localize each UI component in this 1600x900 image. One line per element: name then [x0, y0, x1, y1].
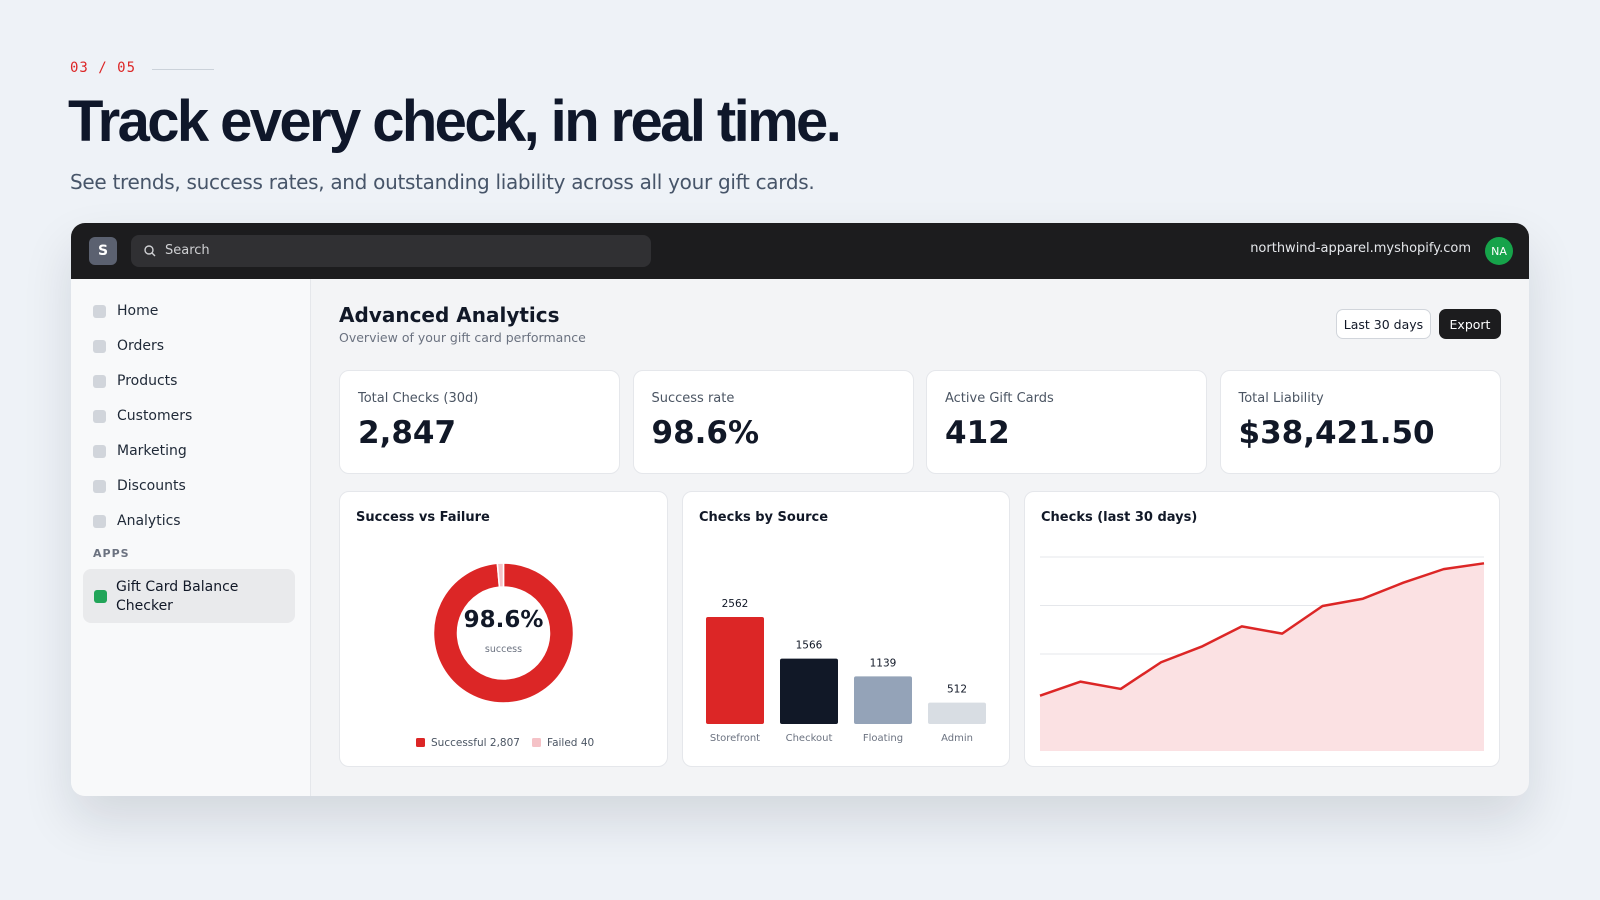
stat-label: Success rate	[651, 391, 735, 406]
bar-value-label: 1566	[796, 640, 823, 652]
nav-item[interactable]: Marketing	[93, 443, 187, 459]
chart-card: 2562 Storefront 1566 Checkout 1139 Floating 51…	[682, 491, 1010, 767]
area-fill	[1040, 563, 1484, 751]
nav-label: Products	[117, 373, 178, 389]
legend-label: Successful 2,807	[431, 737, 520, 749]
nav-item[interactable]: Products	[93, 373, 177, 389]
chart-card: Checks (last 30 days)	[1024, 491, 1500, 767]
nav-item[interactable]: Orders	[93, 338, 164, 354]
donut-slice	[496, 562, 505, 588]
x-tick-label: Checkout	[786, 733, 833, 744]
bar	[706, 617, 764, 724]
app-item[interactable]: Gift Card Balance Checker	[83, 569, 295, 623]
kicker: 03 / 05	[70, 60, 137, 76]
legend-value: 2,807	[490, 737, 520, 749]
chart	[1039, 556, 1485, 751]
bar	[854, 676, 912, 724]
x-tick-label: Admin	[941, 733, 973, 744]
stat-card: Success rate 98.6%	[632, 370, 914, 474]
top-bar: S Search northwind-apparel.myshopify.com…	[71, 223, 1529, 279]
nav-item[interactable]: Analytics	[93, 513, 181, 529]
line	[1039, 562, 1485, 697]
headline: Track every check, in real time.	[68, 89, 842, 154]
legend-name: Failed	[547, 737, 577, 749]
legend-label: Failed 40	[547, 737, 594, 749]
bar-value-label: 512	[947, 684, 967, 696]
stat-card: Total Checks (30d) 2,847	[339, 370, 620, 474]
nav-label: Discounts	[117, 478, 186, 494]
subheadline: See trends, success rates, and outstandi…	[70, 170, 815, 194]
chart: 2562 Storefront 1566 Checkout 1139 Floating 51…	[706, 598, 986, 744]
store-domain: northwind-apparel.myshopify.com	[1250, 241, 1471, 256]
donut-center-sublabel: success	[485, 644, 522, 655]
x-tick-label: Storefront	[710, 733, 760, 744]
stat-value: 412	[945, 415, 1010, 451]
stat-value: 2,847	[358, 415, 457, 451]
nav-label: Marketing	[117, 443, 187, 459]
range-button[interactable]: Last 30 days	[1336, 309, 1431, 339]
kicker-rule	[152, 69, 214, 70]
nav-item[interactable]: Customers	[93, 408, 192, 424]
legend-name: Successful	[431, 737, 487, 749]
search-placeholder: Search	[165, 243, 210, 258]
stat-label: Total Checks (30d)	[358, 391, 479, 406]
bar-value-label: 1139	[870, 657, 897, 669]
app-label: Gift Card Balance Checker	[116, 579, 239, 614]
chart-title: Success vs Failure	[356, 510, 490, 525]
donut-slice	[432, 562, 575, 704]
export-button[interactable]: Export	[1439, 309, 1501, 339]
x-tick-label: Floating	[863, 733, 903, 744]
stat-label: Active Gift Cards	[945, 391, 1054, 406]
legend-value: 40	[581, 737, 594, 749]
app-window: S Search northwind-apparel.myshopify.com…	[71, 223, 1529, 796]
page-subtitle: Overview of your gift card performance	[339, 330, 586, 345]
chart: 98.6% success Successful 2,807 Failed 40	[416, 562, 594, 749]
nav-label: Orders	[117, 338, 165, 354]
donut-center-label: 98.6%	[464, 607, 544, 633]
sidebar: APPS Gift Card Balance Checker Home Order…	[71, 279, 311, 796]
stat-value: 98.6%	[651, 415, 760, 451]
chart-title: Checks (last 30 days)	[1041, 510, 1198, 525]
bar	[928, 702, 986, 724]
search-box[interactable]: Search	[131, 235, 651, 267]
nav-label: Analytics	[117, 513, 181, 529]
stat-card: Active Gift Cards 412	[926, 370, 1207, 474]
avatar[interactable]: NA	[1485, 237, 1513, 265]
stat-value: $38,421.50	[1238, 415, 1435, 451]
chart-title: Checks by Source	[699, 510, 829, 525]
page-title: Advanced Analytics	[339, 303, 560, 327]
legend-swatch	[532, 738, 541, 747]
legend-swatch	[416, 738, 425, 747]
stat-card: Total Liability $38,421.50	[1219, 370, 1501, 474]
stat-label: Total Liability	[1238, 391, 1324, 406]
nav-item[interactable]: Discounts	[93, 478, 186, 494]
nav-label: Customers	[117, 408, 193, 424]
search-icon	[144, 245, 156, 257]
nav-label: Home	[117, 303, 159, 319]
bar-value-label: 2562	[722, 598, 749, 610]
bar	[780, 658, 838, 724]
chart-card: 98.6% success Successful 2,807 Failed 40 Suc…	[339, 491, 668, 767]
apps-heading: APPS	[93, 547, 130, 560]
nav-item[interactable]: Home	[93, 303, 158, 319]
logo[interactable]: S	[89, 237, 117, 265]
